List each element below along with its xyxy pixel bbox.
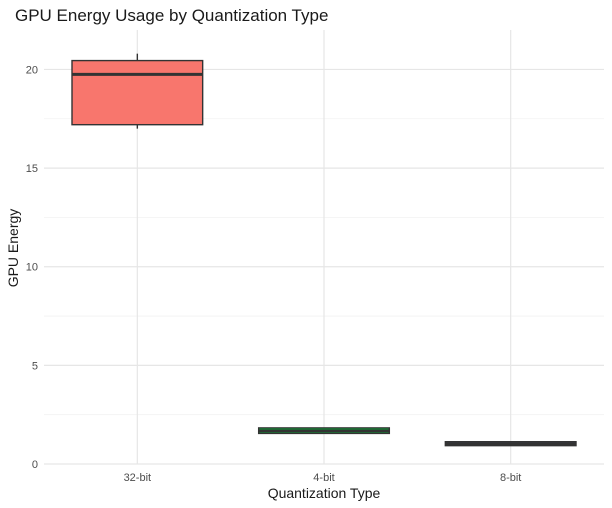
x-tick-labels: 32-bit 4-bit 8-bit: [124, 472, 522, 484]
y-tick-label: 20: [26, 64, 38, 76]
boxes: [71, 53, 577, 447]
y-axis-title: GPU Energy: [5, 209, 21, 288]
y-tick-labels: 0 5 10 15 20: [26, 64, 38, 471]
box-iqr: [71, 59, 204, 126]
grid: [44, 30, 604, 465]
y-tick-label: 10: [26, 262, 38, 274]
box-32-bit: [71, 53, 204, 129]
y-tick-label: 0: [32, 459, 38, 471]
x-tick-label: 8-bit: [500, 472, 521, 484]
y-tick-label: 15: [26, 163, 38, 175]
x-axis-title: Quantization Type: [268, 485, 381, 501]
box-4-bit: [257, 427, 391, 435]
box-8-bit: [444, 441, 577, 447]
x-tick-label: 4-bit: [313, 472, 334, 484]
y-tick-label: 5: [32, 360, 38, 372]
x-tick-label: 32-bit: [124, 472, 152, 484]
chart-title: GPU Energy Usage by Quantization Type: [15, 6, 328, 25]
